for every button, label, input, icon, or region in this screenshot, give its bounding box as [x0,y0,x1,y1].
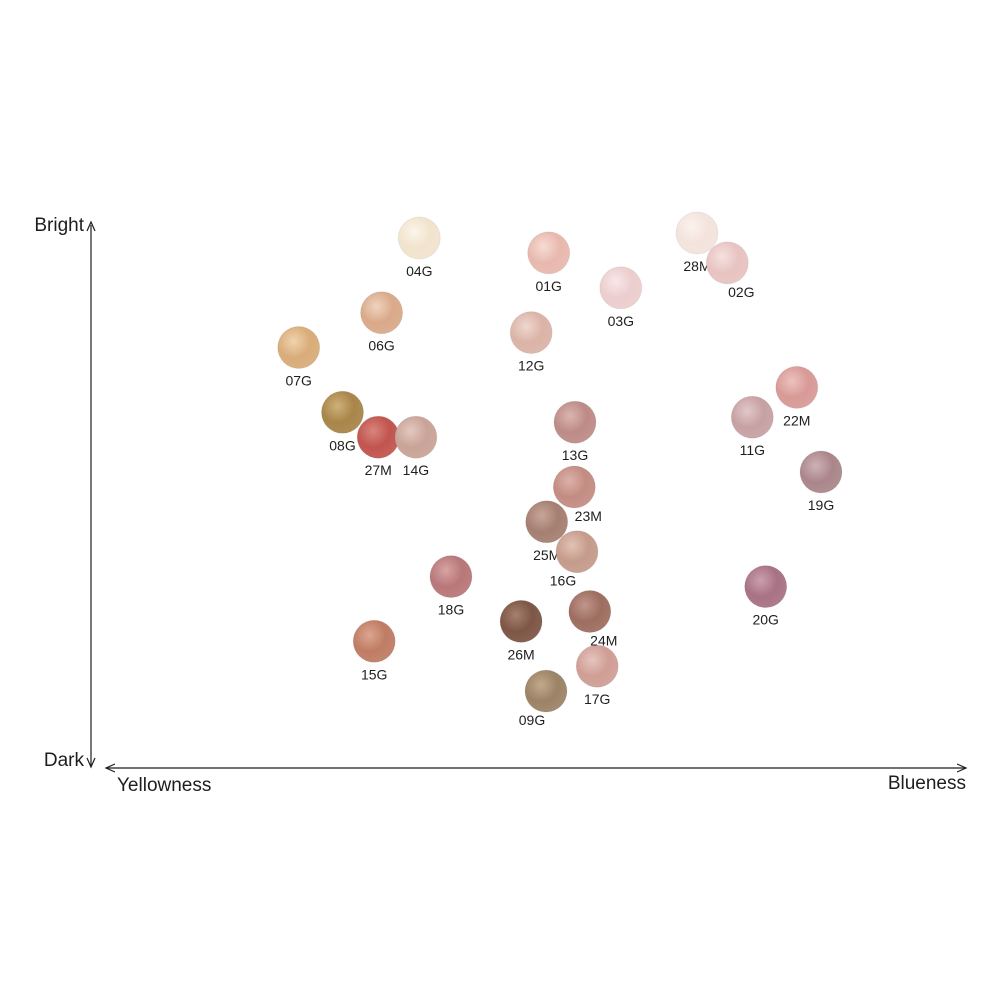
x-axis-arrow-left-icon [104,763,116,773]
swatch-14g: 14G [394,415,438,478]
swatch-point [352,619,396,663]
swatch-label: 23M [575,508,602,524]
swatch-label: 11G [740,442,765,458]
swatch-label: 13G [562,447,588,463]
swatch-label: 02G [728,284,754,300]
swatch-20g: 20G [744,565,788,628]
swatch-label: 03G [608,313,634,329]
swatch-28m: 28M [675,211,719,274]
swatch-label: 16G [550,573,576,589]
swatch-label: 09G [519,712,545,728]
swatch-label: 24M [590,633,617,649]
swatch-point [555,530,599,574]
swatch-point [705,241,749,285]
swatch-point [525,500,569,544]
x-axis-label-blueness: Blueness [888,773,966,794]
swatch-label: 22M [783,412,810,428]
swatch-label: 18G [438,602,464,618]
swatch-point [675,211,719,255]
swatch-point [730,395,774,439]
swatch-label: 15G [361,666,387,682]
swatch-08g: 08G [321,390,364,453]
swatch-point [799,450,843,494]
swatch-point [775,365,819,409]
swatch-point [429,555,473,599]
swatch-point [356,415,400,459]
swatch-point [552,465,596,509]
swatch-label: 28M [683,258,710,274]
swatch-12g: 12G [509,311,553,374]
swatch-04g: 04G [397,216,441,279]
y-axis-label-dark: Dark [44,750,85,771]
swatch-label: 25M [533,547,560,563]
swatch-13g: 13G [553,400,597,463]
swatch-point [277,326,321,369]
swatch-point [499,599,543,643]
x-axis-arrow-right-icon [956,763,968,773]
swatch-17g: 17G [575,644,619,707]
swatch-point [360,291,404,335]
swatch-16g: 16G [550,530,599,589]
swatch-18g: 18G [429,555,473,618]
swatch-point [397,216,441,260]
swatch-label: 08G [329,437,355,453]
swatch-label: 20G [752,612,778,628]
swatch-point [744,565,788,609]
y-axis-arrow-bottom-icon [86,757,96,769]
swatch-label: 14G [403,462,429,478]
swatch-point [575,644,619,688]
swatch-27m: 27M [356,415,400,478]
swatch-point [527,231,571,275]
swatch-02g: 02G [705,241,755,300]
swatch-label: 27M [365,462,392,478]
swatch-label: 17G [584,691,610,707]
swatch-point [568,590,612,633]
swatch-22m: 22M [775,365,819,428]
swatch-26m: 26M [499,599,543,662]
swatch-point [321,390,364,434]
swatch-label: 12G [518,358,544,374]
swatch-06g: 06G [360,291,404,354]
x-axis-label-yellowness: Yellowness [117,775,211,796]
swatch-label: 07G [285,373,311,389]
y-axis-arrow-top-icon [86,220,96,232]
swatch-24m: 24M [568,590,617,649]
swatch-25m: 25M [525,500,569,563]
swatch-19g: 19G [799,450,843,513]
swatch-11g: 11G [730,395,774,458]
swatch-point [524,669,568,713]
swatch-point [394,415,438,459]
swatch-label: 01G [535,278,561,294]
swatch-label: 04G [406,263,432,279]
swatch-01g: 01G [527,231,571,294]
swatch-point [553,400,597,444]
swatch-label: 26M [507,646,534,662]
y-axis-label-bright: Bright [34,215,84,236]
swatch-15g: 15G [352,619,396,682]
data-points-group: 04G 01G 28M 02G 03G 06G 12G 07G 08G 27M 14G 13G 11G 2… [277,211,843,728]
swatch-03g: 03G [599,266,643,329]
swatch-07g: 07G [277,326,321,389]
swatch-23m: 23M [552,465,602,524]
swatch-point [599,266,643,310]
swatch-label: 19G [808,497,834,513]
swatch-point [509,311,553,355]
swatch-label: 06G [368,338,394,354]
swatch-09g: 09G [519,669,568,728]
